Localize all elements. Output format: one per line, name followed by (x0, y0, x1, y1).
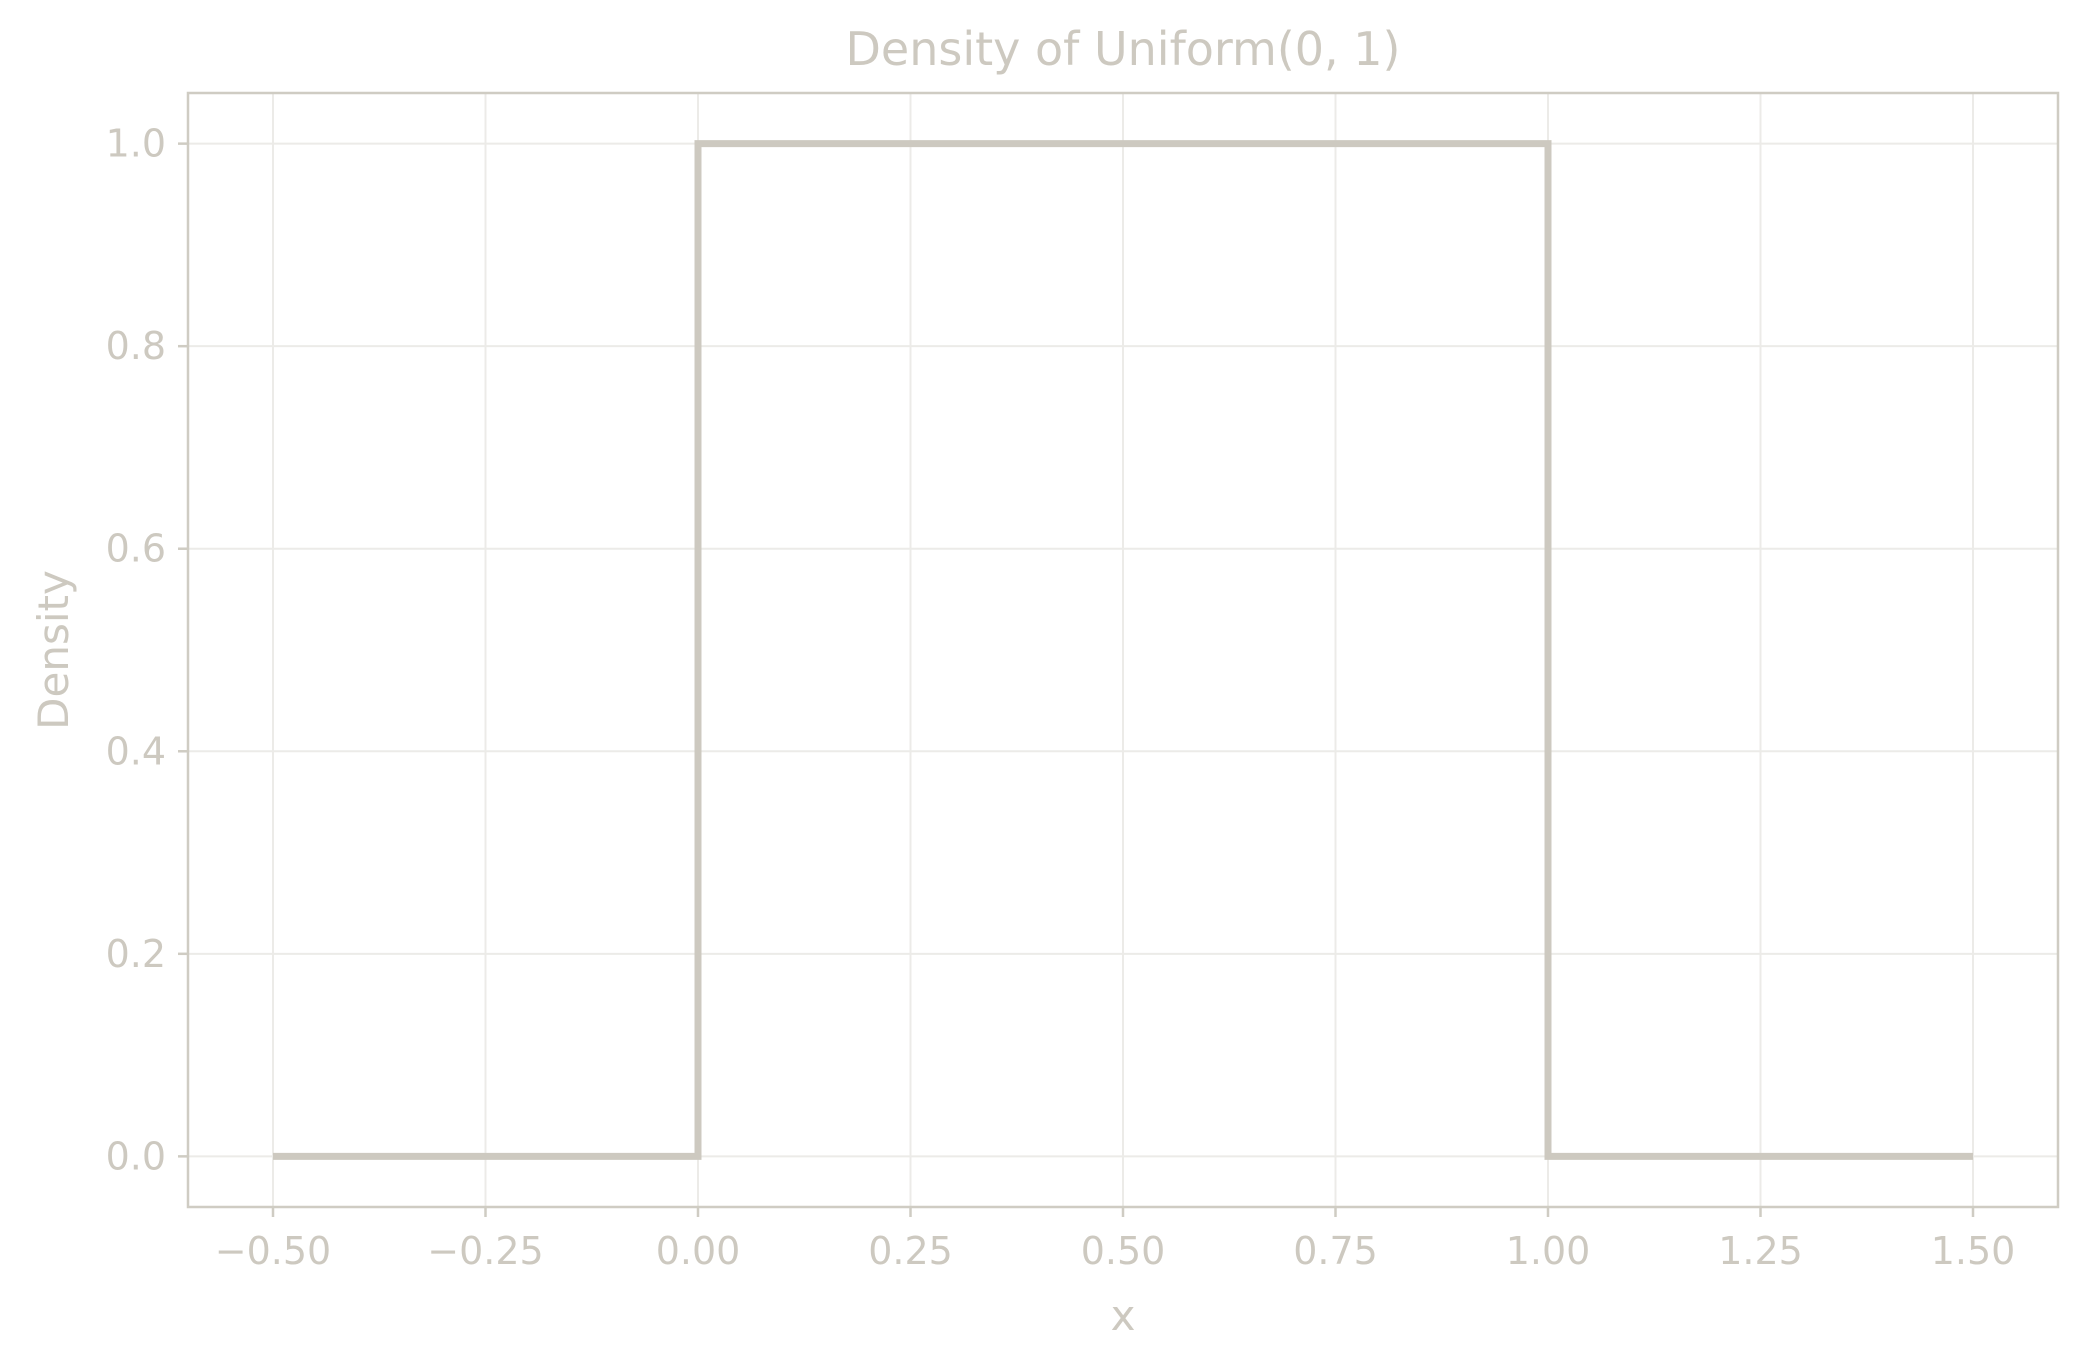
x-tick-label: −0.25 (427, 1229, 543, 1273)
x-axis-label: x (1111, 1291, 1136, 1340)
y-tick-label: 1.0 (106, 122, 166, 166)
grid-lines (188, 93, 2058, 1207)
x-tick-label: 1.00 (1506, 1229, 1591, 1273)
x-tick-label: 0.50 (1081, 1229, 1166, 1273)
x-tick-label: 0.75 (1293, 1229, 1378, 1273)
x-tick-label: 0.25 (868, 1229, 953, 1273)
y-tick-label: 0.4 (106, 729, 166, 773)
plot-series (273, 140, 1973, 1160)
x-tick-label: −0.50 (215, 1229, 331, 1273)
y-tick-label: 0.6 (106, 527, 166, 571)
y-tick-label: 0.8 (106, 324, 166, 368)
y-axis-label: Density (29, 570, 78, 730)
axis-ticks: −0.50 −0.25 0.00 0.25 0.50 0.75 1.00 1.25 1.50 0.… (106, 122, 2016, 1273)
chart-title: Density of Uniform(0, 1) (846, 22, 1401, 76)
x-tick-label: 1.25 (1718, 1229, 1803, 1273)
x-tick-label: 1.50 (1931, 1229, 2016, 1273)
x-tick-label: 0.00 (656, 1229, 741, 1273)
density-line (273, 140, 1973, 1160)
y-tick-label: 0.0 (106, 1134, 166, 1178)
y-tick-label: 0.2 (106, 932, 166, 976)
